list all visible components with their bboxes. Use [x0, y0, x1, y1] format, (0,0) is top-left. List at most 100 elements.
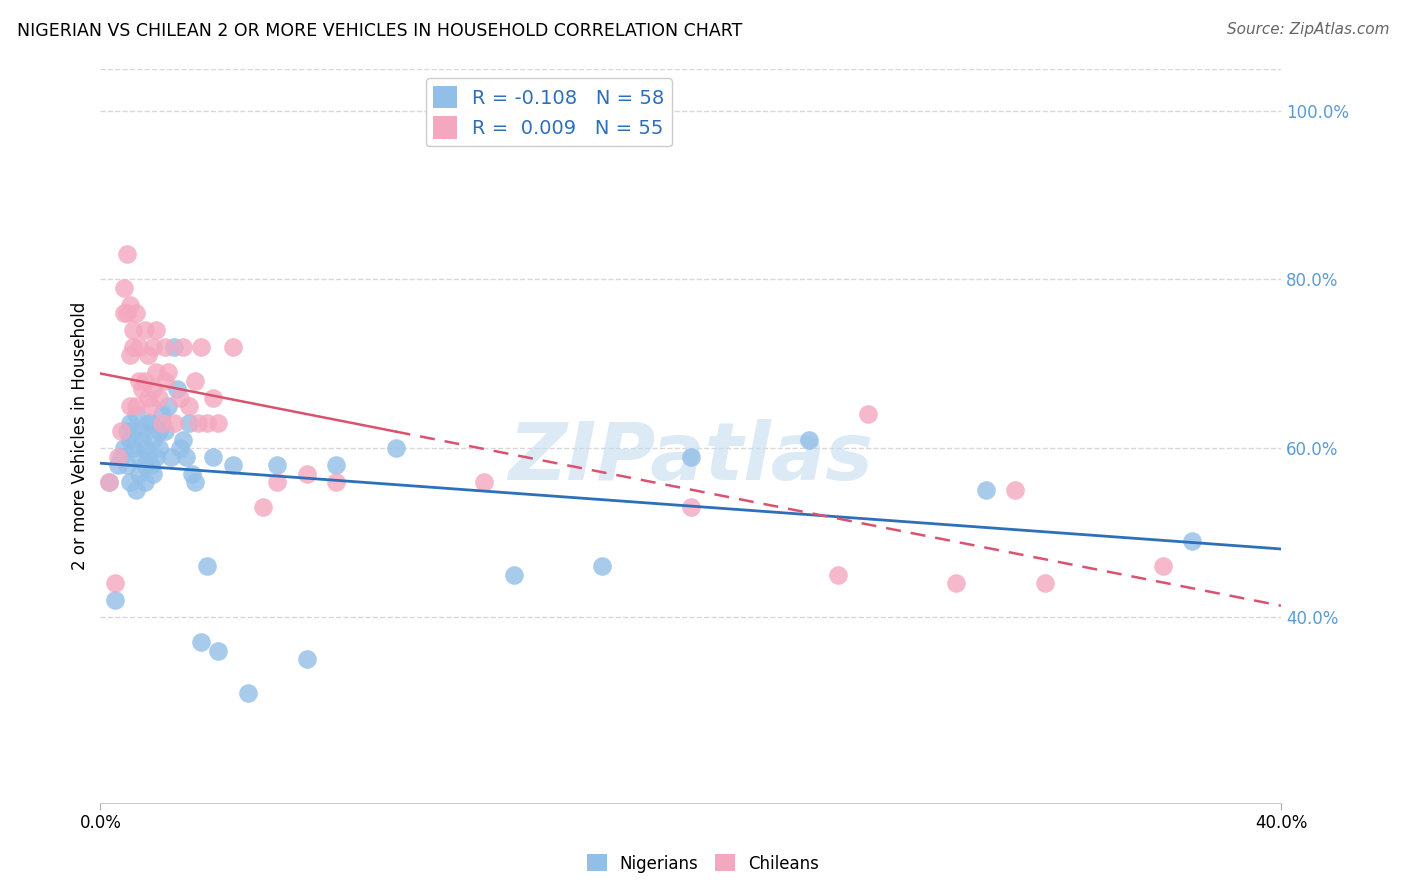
Point — [148, 425, 170, 439]
Point — [112, 281, 135, 295]
Point — [142, 433, 165, 447]
Point — [163, 416, 186, 430]
Point — [187, 416, 209, 430]
Point — [472, 475, 495, 489]
Text: ZIPatlas: ZIPatlas — [508, 418, 873, 497]
Point — [1152, 559, 1174, 574]
Point — [145, 450, 167, 464]
Point — [107, 458, 129, 472]
Point — [207, 644, 229, 658]
Point — [150, 416, 173, 430]
Text: NIGERIAN VS CHILEAN 2 OR MORE VEHICLES IN HOUSEHOLD CORRELATION CHART: NIGERIAN VS CHILEAN 2 OR MORE VEHICLES I… — [17, 22, 742, 40]
Point — [172, 340, 194, 354]
Point — [107, 450, 129, 464]
Point — [150, 408, 173, 422]
Point — [134, 475, 156, 489]
Point — [112, 441, 135, 455]
Point — [121, 340, 143, 354]
Point — [131, 433, 153, 447]
Point — [136, 416, 159, 430]
Point — [148, 441, 170, 455]
Point — [134, 458, 156, 472]
Point — [591, 559, 613, 574]
Point — [139, 399, 162, 413]
Point — [104, 593, 127, 607]
Point — [118, 475, 141, 489]
Point — [128, 450, 150, 464]
Point — [139, 416, 162, 430]
Text: Source: ZipAtlas.com: Source: ZipAtlas.com — [1226, 22, 1389, 37]
Point — [201, 450, 224, 464]
Point — [110, 425, 132, 439]
Point — [136, 348, 159, 362]
Point — [195, 416, 218, 430]
Point — [266, 475, 288, 489]
Point — [128, 340, 150, 354]
Point — [222, 458, 245, 472]
Point — [157, 399, 180, 413]
Point — [169, 391, 191, 405]
Point — [121, 441, 143, 455]
Point — [184, 374, 207, 388]
Point — [128, 467, 150, 481]
Point — [166, 382, 188, 396]
Point — [142, 382, 165, 396]
Point — [139, 458, 162, 472]
Point — [201, 391, 224, 405]
Legend: R = -0.108   N = 58, R =  0.009   N = 55: R = -0.108 N = 58, R = 0.009 N = 55 — [426, 78, 672, 146]
Point — [195, 559, 218, 574]
Point — [190, 635, 212, 649]
Point — [134, 374, 156, 388]
Point — [112, 306, 135, 320]
Point — [1004, 483, 1026, 498]
Point — [118, 348, 141, 362]
Point — [295, 467, 318, 481]
Point — [121, 323, 143, 337]
Point — [502, 567, 524, 582]
Point — [98, 475, 121, 489]
Point — [104, 576, 127, 591]
Point — [163, 340, 186, 354]
Point — [827, 567, 849, 582]
Point — [115, 458, 138, 472]
Point — [145, 323, 167, 337]
Point — [134, 323, 156, 337]
Point — [155, 425, 177, 439]
Point — [180, 467, 202, 481]
Point — [134, 441, 156, 455]
Point — [295, 652, 318, 666]
Point — [1181, 534, 1204, 549]
Point — [148, 391, 170, 405]
Point — [115, 247, 138, 261]
Point — [679, 450, 702, 464]
Point — [974, 483, 997, 498]
Point — [118, 433, 141, 447]
Point — [110, 450, 132, 464]
Point — [118, 416, 141, 430]
Point — [115, 306, 138, 320]
Point — [131, 382, 153, 396]
Point — [177, 416, 200, 430]
Point — [136, 450, 159, 464]
Point — [172, 433, 194, 447]
Point — [142, 467, 165, 481]
Point — [155, 340, 177, 354]
Point — [207, 416, 229, 430]
Point — [325, 475, 347, 489]
Point — [125, 399, 148, 413]
Point — [222, 340, 245, 354]
Point — [131, 425, 153, 439]
Point — [155, 374, 177, 388]
Point — [856, 408, 879, 422]
Point — [125, 306, 148, 320]
Point — [679, 500, 702, 515]
Point — [174, 450, 197, 464]
Point — [325, 458, 347, 472]
Point — [252, 500, 274, 515]
Y-axis label: 2 or more Vehicles in Household: 2 or more Vehicles in Household — [72, 301, 89, 570]
Point — [145, 365, 167, 379]
Point — [115, 425, 138, 439]
Point — [184, 475, 207, 489]
Point — [190, 340, 212, 354]
Point — [797, 433, 820, 447]
